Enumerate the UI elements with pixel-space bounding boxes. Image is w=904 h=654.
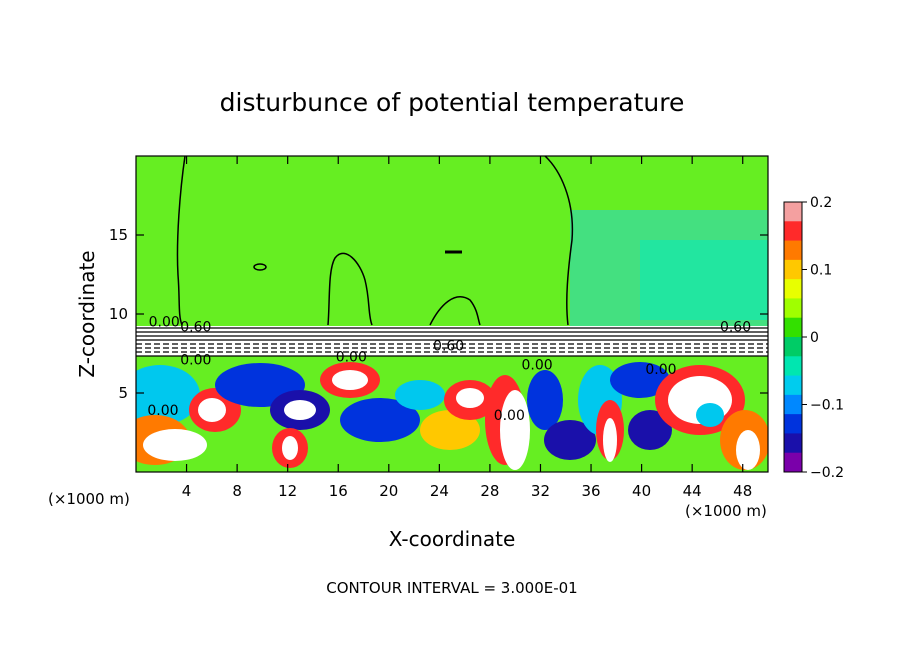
colorbar-segment — [784, 259, 802, 280]
x-tick-label: 28 — [480, 482, 499, 500]
contour-label: 0.60 — [720, 319, 751, 335]
turbulence — [136, 362, 768, 470]
plot-area — [136, 156, 768, 472]
colorbar-segment — [784, 452, 802, 473]
y-axis-title: Z-coordinate — [75, 250, 99, 377]
colorbar-segment — [784, 317, 802, 338]
colorbar-tick-label: −0.2 — [810, 465, 844, 481]
x-tick-label: 48 — [733, 482, 752, 500]
colorbar-segment — [784, 240, 802, 261]
colorbar-segment — [784, 433, 802, 454]
colorbar-segment — [784, 356, 802, 377]
contour-label: 0.00 — [147, 403, 178, 419]
colorbar-segment — [784, 375, 802, 396]
band-contours — [136, 327, 768, 357]
x-tick-label: 44 — [683, 482, 702, 500]
x-tick-label: 8 — [232, 482, 242, 500]
y-tick-label: 15 — [109, 226, 128, 244]
upper-contours — [176, 156, 574, 326]
colorbar-tick-label: 0.2 — [810, 195, 832, 211]
contour-label: 0.60 — [180, 319, 211, 335]
colorbar-segment — [784, 394, 802, 415]
x-tick-label: 20 — [379, 482, 398, 500]
x-axis: 4 8 12 16 20 24 28 32 36 40 44 48 — [182, 156, 752, 500]
colorbar-segment — [784, 221, 802, 242]
y-axis: 5 10 15 — [109, 226, 768, 402]
contour-label: 0.00 — [149, 315, 180, 331]
stratified-band — [136, 326, 768, 356]
x-unit-label: (×1000 m) — [685, 502, 767, 520]
contour-labels: 0.00 0.600.000.000.000.600.000.000.000.60 — [147, 315, 751, 424]
colorbar-segment — [784, 202, 802, 222]
x-tick-label: 32 — [531, 482, 550, 500]
contour-label: 0.00 — [336, 349, 367, 365]
colorbar-segment — [784, 414, 802, 434]
colorbar-segment — [784, 337, 802, 357]
x-tick-label: 40 — [632, 482, 651, 500]
x-tick-label: 4 — [182, 482, 192, 500]
upper-field-east-b — [640, 240, 768, 320]
colorbar-tick-label: 0 — [810, 330, 819, 346]
colorbar-segment — [784, 298, 802, 319]
x-tick-label: 24 — [430, 482, 449, 500]
colorbar-tick-label: −0.1 — [810, 398, 844, 414]
y-tick-label: 10 — [109, 305, 128, 323]
x-tick-label: 36 — [581, 482, 600, 500]
z-unit-label: (×1000 m) — [48, 490, 130, 508]
x-tick-label: 16 — [329, 482, 348, 500]
y-tick-label: 5 — [118, 384, 128, 402]
contour-interval-note: CONTOUR INTERVAL = 3.000E-01 — [326, 579, 577, 597]
contour-label: 0.00 — [645, 362, 676, 378]
colorbar-tick-label: 0.1 — [810, 263, 832, 279]
colorbar-labels: 0.2 0.1 0 −0.1 −0.2 — [802, 195, 844, 481]
contour-label: 0.60 — [433, 338, 464, 354]
x-tick-label: 12 — [278, 482, 297, 500]
chart-title: disturbunce of potential temperature — [220, 88, 685, 117]
colorbar — [783, 201, 803, 473]
contour-label: 0.00 — [522, 357, 553, 373]
contour-label: 0.00 — [180, 353, 211, 369]
colorbar-segment — [784, 279, 802, 299]
contour-label: 0.00 — [494, 408, 525, 424]
x-axis-title: X-coordinate — [389, 527, 516, 551]
